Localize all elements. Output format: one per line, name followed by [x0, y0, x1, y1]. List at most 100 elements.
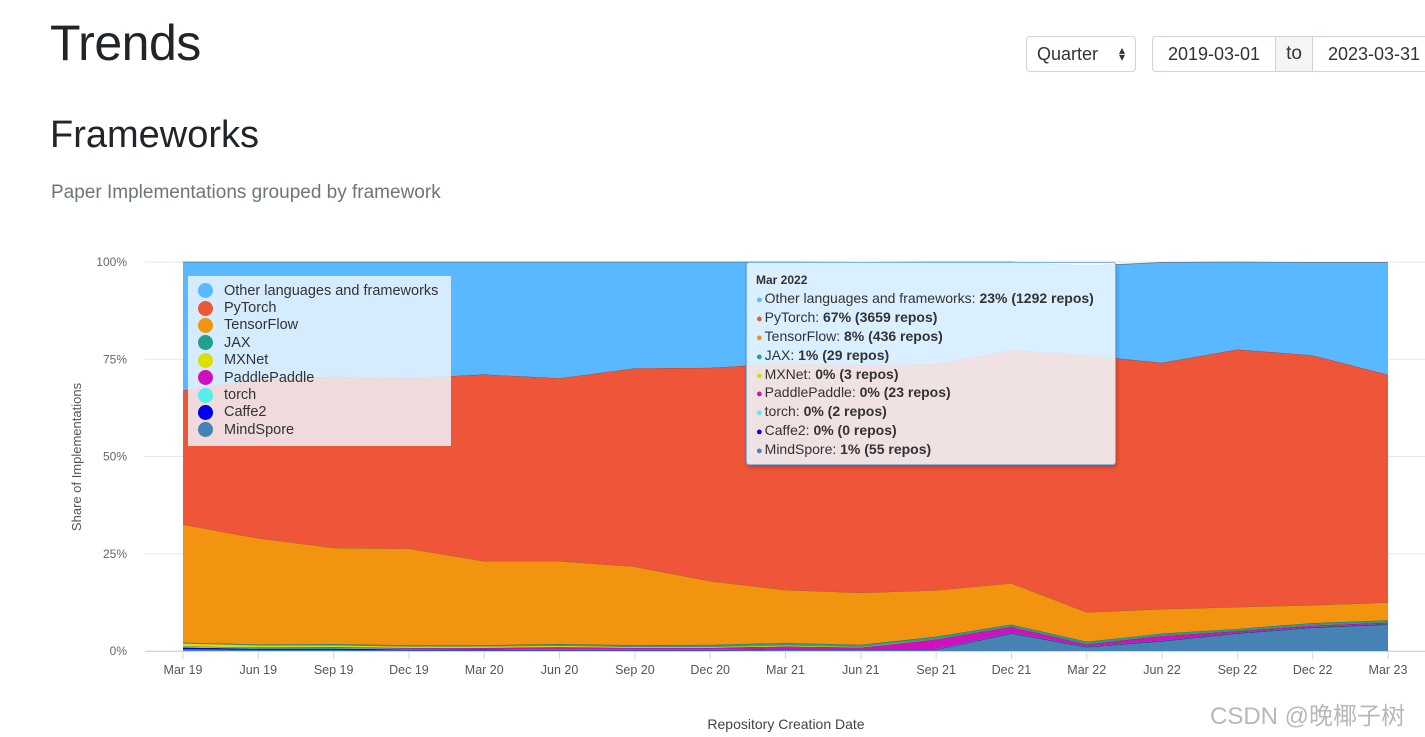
- legend-marker: [198, 370, 213, 386]
- x-tick-label: Mar 19: [164, 663, 203, 677]
- tooltip-row: ● Caffe2: 0% (0 repos): [756, 422, 1106, 441]
- x-tick-label: Jun 22: [1143, 663, 1181, 677]
- tooltip-marker: ●: [756, 369, 763, 382]
- period-select-value: Quarter: [1037, 43, 1099, 64]
- legend-marker: [198, 283, 213, 299]
- tooltip-series-name: Other languages and frameworks:: [764, 290, 980, 306]
- tooltip-value: 0% (2 repos): [803, 403, 887, 420]
- date-to-input[interactable]: 2023-03-31: [1327, 43, 1421, 64]
- tooltip-row: ● Other languages and frameworks: 23% (12…: [756, 290, 1106, 309]
- area-tensorflow: [183, 524, 1388, 646]
- legend-marker: [198, 422, 213, 438]
- legend-marker: [198, 404, 213, 420]
- x-tick-label: Mar 21: [766, 663, 805, 677]
- legend-label: Caffe2: [224, 404, 267, 421]
- tooltip-value: 1% (29 repos): [798, 346, 890, 363]
- tooltip-series-name: Caffe2:: [764, 422, 814, 439]
- tooltip-value: 1% (55 repos): [840, 441, 932, 458]
- tooltip-row: ● torch: 0% (2 repos): [756, 403, 1106, 422]
- watermark: CSDN @晚椰子树: [1210, 703, 1406, 730]
- tooltip-value: 8% (436 repos): [844, 327, 943, 344]
- page-title: Trends: [50, 15, 201, 71]
- tooltip-value: 0% (0 repos): [813, 422, 897, 439]
- date-from-input[interactable]: 2019-03-01: [1167, 43, 1261, 64]
- tooltip-row: ● MindSpore: 1% (55 repos): [756, 441, 1106, 460]
- tooltip-value: 67% (3659 repos): [823, 308, 938, 325]
- x-tick-label: Dec 19: [389, 663, 429, 677]
- x-tick-label: Mar 20: [465, 663, 504, 677]
- y-tick-label: 25%: [103, 547, 127, 561]
- period-select[interactable]: Quarter ▴ ▾: [1026, 36, 1136, 72]
- sort-icon: ▴ ▾: [1118, 43, 1125, 64]
- legend-item[interactable]: PaddlePaddle: [198, 369, 441, 386]
- legend-marker: [198, 387, 213, 403]
- tooltip-marker: ●: [756, 426, 763, 439]
- tooltip-series-name: PaddlePaddle:: [764, 384, 860, 401]
- tooltip-series-name: TensorFlow:: [764, 327, 845, 344]
- y-tick-label: 50%: [103, 450, 127, 464]
- y-axis-title: Share of Implementations: [69, 382, 84, 531]
- x-tick-label: Jun 21: [842, 663, 880, 677]
- date-range-controls: Quarter ▴ ▾ 2019-03-01 to 2023-03-31: [1026, 36, 1425, 72]
- tooltip-series-name: JAX:: [764, 346, 799, 363]
- legend-marker: [198, 317, 213, 333]
- y-tick-label: 75%: [103, 352, 127, 366]
- tooltip-marker: ●: [756, 312, 763, 325]
- legend-label: torch: [224, 387, 257, 404]
- date-separator: to: [1275, 37, 1313, 71]
- legend-item[interactable]: Caffe2: [198, 404, 441, 421]
- tooltip-row: ● PaddlePaddle: 0% (23 repos): [756, 384, 1106, 403]
- legend-item[interactable]: torch: [198, 386, 441, 403]
- x-tick-label: Dec 20: [690, 663, 730, 677]
- tooltip-marker: ●: [756, 407, 763, 420]
- legend-marker: [198, 335, 213, 351]
- tooltip-marker: ●: [756, 350, 763, 363]
- x-tick-label: Mar 22: [1067, 663, 1106, 677]
- tooltip-series-name: torch:: [764, 403, 804, 420]
- x-tick-label: Dec 21: [992, 663, 1032, 677]
- tooltip-series-name: MXNet:: [764, 365, 816, 382]
- x-tick-label: Jun 19: [240, 663, 278, 677]
- x-tick-label: Jun 20: [541, 663, 579, 677]
- tooltip-row: ● JAX: 1% (29 repos): [756, 347, 1106, 366]
- legend-label: JAX: [224, 334, 251, 351]
- chart-tooltip: Mar 2022 ● Other languages and frameworks…: [746, 262, 1116, 465]
- tooltip-marker: ●: [756, 445, 763, 458]
- legend-marker: [198, 300, 213, 316]
- section-title: Frameworks: [50, 114, 260, 156]
- x-tick-label: Mar 23: [1369, 663, 1408, 677]
- legend-label: TensorFlow: [224, 317, 299, 334]
- legend-label: MXNet: [224, 352, 269, 369]
- tooltip-series-name: PyTorch:: [764, 308, 824, 325]
- tooltip-marker: ●: [756, 294, 763, 306]
- legend-item[interactable]: MXNet: [198, 352, 441, 369]
- section-subtitle: Paper Implementations grouped by framewo…: [51, 182, 441, 203]
- tooltip-row: ● PyTorch: 67% (3659 repos): [756, 309, 1106, 328]
- x-axis-title: Repository Creation Date: [707, 716, 864, 732]
- tooltip-value: 23% (1292 repos): [979, 290, 1094, 306]
- tooltip-value: 0% (3 repos): [815, 365, 899, 382]
- legend-marker: [198, 352, 213, 368]
- area-mindspore: [183, 624, 1388, 651]
- legend-label: PaddlePaddle: [224, 369, 315, 386]
- y-tick-label: 0%: [110, 644, 128, 658]
- legend-item[interactable]: TensorFlow: [198, 317, 441, 334]
- legend-label: PyTorch: [224, 300, 277, 317]
- legend-item[interactable]: MindSpore: [198, 421, 441, 438]
- x-tick-label: Sep 22: [1218, 663, 1258, 677]
- x-tick-label: Sep 21: [916, 663, 956, 677]
- tooltip-row: ● MXNet: 0% (3 repos): [756, 366, 1106, 385]
- legend-label: MindSpore: [224, 421, 295, 438]
- tooltip-row: ● TensorFlow: 8% (436 repos): [756, 328, 1106, 347]
- legend-item[interactable]: Other languages and frameworks: [198, 282, 441, 299]
- legend-item[interactable]: PyTorch: [198, 299, 441, 316]
- x-tick-label: Sep 20: [615, 663, 655, 677]
- chart-legend: Other languages and frameworks PyTorch Ten…: [188, 276, 451, 446]
- x-tick-label: Dec 22: [1293, 663, 1333, 677]
- legend-item[interactable]: JAX: [198, 334, 441, 351]
- date-range-group: 2019-03-01 to 2023-03-31: [1152, 36, 1425, 72]
- tooltip-title: Mar 2022: [756, 273, 808, 287]
- tooltip-marker: ●: [756, 331, 763, 344]
- x-tick-label: Sep 19: [314, 663, 354, 677]
- tooltip-marker: ●: [756, 388, 763, 401]
